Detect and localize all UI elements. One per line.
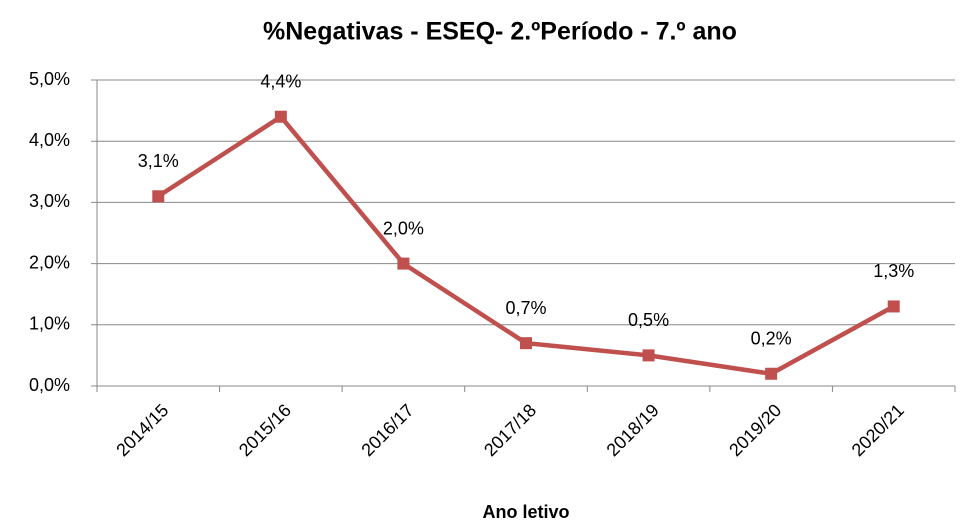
x-tick-label: 2018/19 — [603, 400, 663, 460]
x-tick-label: 2016/17 — [357, 400, 417, 460]
data-point — [397, 257, 410, 270]
data-point — [642, 349, 655, 362]
x-tick-label: 2017/18 — [480, 400, 540, 460]
y-tick-label: 4,0% — [29, 130, 70, 150]
x-axis-label: Ano letivo — [482, 502, 569, 522]
data-point — [887, 300, 900, 313]
data-label: 3,1% — [138, 151, 179, 171]
y-tick-label: 5,0% — [29, 69, 70, 89]
data-point — [152, 190, 165, 203]
data-label: 0,7% — [505, 298, 546, 318]
y-tick-label: 2,0% — [29, 252, 70, 272]
data-label: 0,5% — [628, 310, 669, 330]
data-point — [765, 367, 778, 380]
y-tick-label: 3,0% — [29, 191, 70, 211]
y-tick-label: 0,0% — [29, 375, 70, 395]
data-label: 1,3% — [873, 261, 914, 281]
data-point — [520, 337, 532, 350]
x-tick-label: 2019/20 — [725, 400, 785, 460]
chart-title: %Negativas - ESEQ- 2.ºPeríodo - 7.º ano — [263, 18, 737, 46]
x-tick-label: 2020/21 — [848, 400, 908, 460]
x-tick-label: 2015/16 — [235, 400, 295, 460]
data-point — [274, 110, 287, 123]
data-label: 0,2% — [751, 329, 792, 349]
y-tick-label: 1,0% — [29, 314, 70, 334]
x-tick-label: 2014/15 — [112, 400, 172, 460]
data-label: 4,4% — [260, 71, 301, 91]
data-label: 2,0% — [383, 218, 424, 238]
